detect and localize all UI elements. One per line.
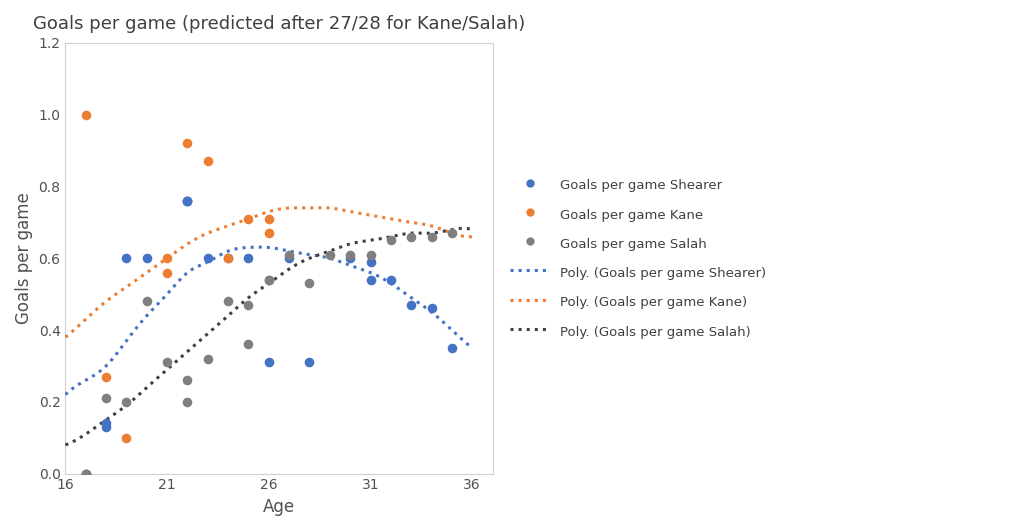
Point	[342, 251, 359, 259]
Point	[139, 254, 155, 262]
Point	[260, 229, 277, 237]
Point	[179, 196, 195, 205]
Point	[199, 157, 216, 166]
Point	[159, 254, 176, 262]
Point	[301, 279, 318, 288]
Point	[77, 469, 94, 478]
Point	[98, 419, 114, 427]
Point	[179, 398, 195, 406]
Point	[362, 276, 378, 284]
Point	[444, 344, 461, 352]
Point	[77, 469, 94, 478]
Point	[241, 215, 257, 223]
Point	[301, 358, 318, 366]
Point	[241, 340, 257, 349]
Y-axis label: Goals per game: Goals per game	[15, 192, 33, 324]
Point	[403, 301, 419, 309]
Point	[424, 233, 440, 241]
Point	[98, 394, 114, 402]
Point	[179, 376, 195, 384]
Point	[382, 276, 399, 284]
Point	[260, 358, 277, 366]
Point	[424, 304, 440, 313]
Point	[118, 398, 135, 406]
Point	[241, 301, 257, 309]
Point	[139, 297, 155, 305]
Point	[362, 258, 378, 266]
Legend: Goals per game Shearer, Goals per game Kane, Goals per game Salah, Poly. (Goals : Goals per game Shearer, Goals per game K…	[504, 169, 773, 347]
Point	[159, 268, 176, 277]
Point	[342, 254, 359, 262]
Point	[362, 251, 378, 259]
Point	[444, 229, 461, 237]
Point	[281, 251, 297, 259]
Point	[77, 469, 94, 478]
Point	[199, 355, 216, 363]
Point	[179, 196, 195, 205]
Point	[281, 254, 297, 262]
Point	[260, 215, 277, 223]
Point	[98, 423, 114, 431]
Point	[118, 433, 135, 442]
Point	[260, 276, 277, 284]
Point	[260, 276, 277, 284]
X-axis label: Age: Age	[263, 498, 295, 516]
Point	[322, 251, 338, 259]
Point	[98, 372, 114, 381]
Point	[403, 233, 419, 241]
Title: Goals per game (predicted after 27/28 for Kane/Salah): Goals per game (predicted after 27/28 fo…	[33, 15, 525, 33]
Point	[220, 254, 236, 262]
Point	[241, 254, 257, 262]
Point	[179, 196, 195, 205]
Point	[220, 254, 236, 262]
Point	[179, 139, 195, 148]
Point	[77, 110, 94, 119]
Point	[159, 358, 176, 366]
Point	[199, 254, 216, 262]
Point	[382, 236, 399, 245]
Point	[118, 254, 135, 262]
Point	[220, 297, 236, 305]
